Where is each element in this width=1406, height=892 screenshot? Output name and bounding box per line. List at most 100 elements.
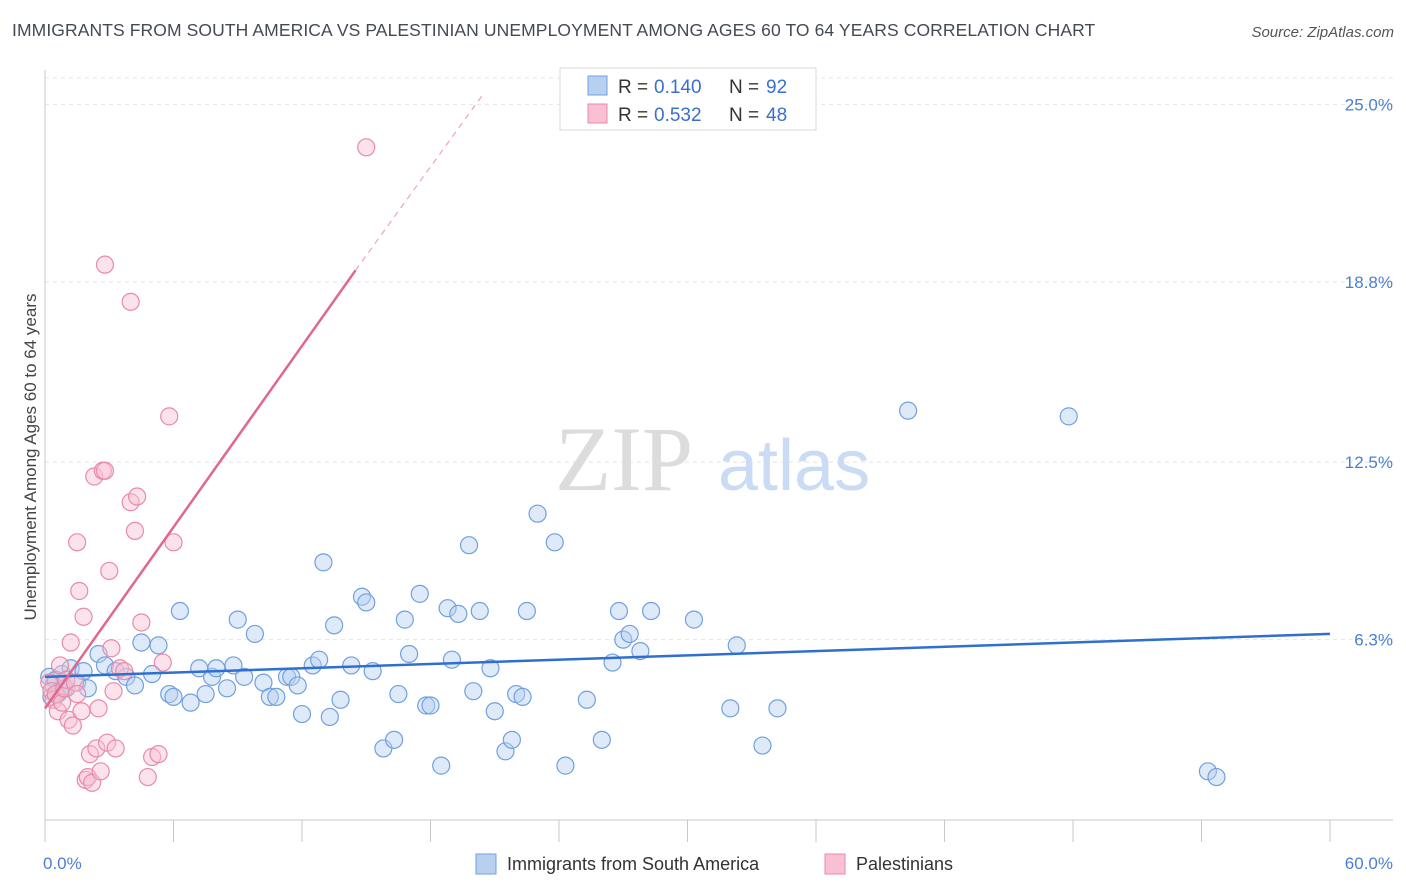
point-south-america — [228, 610, 247, 629]
point-south-america — [432, 756, 451, 775]
point-palestinian — [132, 613, 151, 632]
point-south-america — [517, 601, 536, 621]
point-palestinian — [125, 521, 145, 540]
point-south-america — [721, 699, 740, 718]
point-palestinian — [53, 693, 72, 712]
point-south-america — [417, 696, 436, 715]
y-tick-labels: 6.3% 12.5% 18.8% 25.0% — [1345, 95, 1393, 649]
series-legend-label-1: Immigrants from South America — [507, 854, 760, 874]
point-south-america — [235, 667, 254, 686]
point-south-america — [149, 636, 168, 655]
point-south-america — [556, 756, 575, 775]
point-palestinian — [74, 607, 93, 626]
legend-swatch-pink — [587, 103, 608, 124]
point-south-america — [684, 610, 704, 629]
legend-r-label-2: R = — [618, 105, 648, 126]
x-tick-min: 0.0% — [43, 854, 82, 873]
point-south-america — [196, 684, 215, 704]
legend-n-label-2: N = — [729, 105, 759, 126]
point-palestinian — [127, 487, 147, 506]
point-palestinian — [89, 699, 108, 718]
point-south-america — [768, 699, 787, 718]
legend-r-label-1: R = — [618, 77, 648, 98]
legend-swatch-blue — [587, 75, 608, 96]
trend-line-south-america — [44, 632, 1331, 679]
point-palestinian — [65, 673, 85, 692]
point-palestinian — [357, 138, 376, 157]
chart-title: IMMIGRANTS FROM SOUTH AMERICA VS PALESTI… — [12, 20, 1096, 40]
point-palestinian — [102, 639, 121, 658]
legend-n-value-1: 92 — [766, 77, 787, 98]
point-palestinian — [160, 407, 179, 426]
legend-n-value-2: 48 — [766, 105, 787, 126]
y-tick-label: 12.5% — [1345, 453, 1393, 472]
point-palestinian — [91, 762, 110, 781]
point-south-america — [125, 676, 145, 695]
watermark-zip: ZIP — [555, 408, 693, 510]
point-south-america — [384, 730, 404, 749]
series-legend-swatch-blue — [475, 853, 497, 875]
stats-legend: R = 0.140 N = 92 R = 0.532 N = 48 — [559, 67, 817, 131]
point-palestinian — [95, 461, 115, 480]
y-tick-label: 18.8% — [1345, 273, 1393, 292]
point-palestinian — [63, 716, 82, 735]
y-tick-label: 25.0% — [1345, 95, 1393, 114]
point-south-america — [1207, 767, 1226, 787]
point-south-america — [513, 687, 532, 707]
point-south-america — [164, 687, 183, 707]
point-south-america — [496, 742, 515, 761]
point-palestinian — [115, 662, 134, 681]
point-south-america — [464, 682, 483, 701]
axes — [44, 70, 1393, 842]
point-south-america — [260, 687, 279, 707]
point-south-america — [331, 690, 350, 709]
point-palestinian — [95, 255, 115, 274]
point-south-america — [470, 601, 489, 621]
point-palestinian — [72, 702, 91, 721]
point-palestinian — [106, 739, 125, 758]
point-palestinian — [68, 533, 87, 552]
point-south-america — [577, 690, 596, 709]
point-south-america — [207, 659, 226, 678]
point-south-america — [314, 553, 333, 572]
trend-line-palestinian-extension — [355, 92, 485, 271]
point-south-america — [325, 616, 344, 635]
point-south-america — [631, 642, 650, 661]
point-south-america — [357, 593, 376, 612]
point-south-america — [609, 601, 629, 621]
y-tick-label: 6.3% — [1354, 631, 1393, 650]
watermark-atlas: atlas — [718, 426, 870, 506]
point-south-america — [410, 584, 429, 603]
source-label: Source: ZipAtlas.com — [1251, 24, 1394, 41]
legend-r-value-1: 0.140 — [654, 77, 702, 98]
point-south-america — [528, 504, 547, 523]
series-legend: Immigrants from South America Palestinia… — [475, 853, 953, 875]
point-south-america — [459, 536, 479, 555]
point-south-america — [727, 636, 746, 655]
point-south-america — [442, 650, 462, 669]
point-palestinian — [100, 561, 119, 581]
point-south-america — [620, 624, 639, 644]
point-south-america — [449, 604, 468, 623]
point-south-america — [292, 704, 312, 724]
point-south-america — [438, 599, 457, 618]
point-south-america — [132, 633, 151, 652]
point-south-america — [310, 650, 329, 669]
point-south-america — [1059, 407, 1078, 426]
point-palestinian — [61, 633, 80, 652]
point-south-america — [753, 736, 772, 755]
point-south-america — [641, 601, 661, 621]
series-legend-swatch-pink — [824, 853, 846, 875]
point-south-america — [320, 707, 339, 727]
x-tick-max: 60.0% — [1345, 854, 1393, 873]
point-palestinian — [121, 292, 140, 311]
y-axis-label: Unemployment Among Ages 60 to 64 years — [21, 294, 40, 621]
point-south-america — [170, 601, 190, 621]
point-south-america — [217, 679, 237, 698]
point-palestinian — [138, 767, 157, 787]
trend-line-palestinian — [43, 269, 357, 710]
legend-n-label-1: N = — [729, 77, 759, 98]
legend-r-value-2: 0.532 — [654, 105, 702, 126]
point-south-america — [545, 533, 564, 552]
